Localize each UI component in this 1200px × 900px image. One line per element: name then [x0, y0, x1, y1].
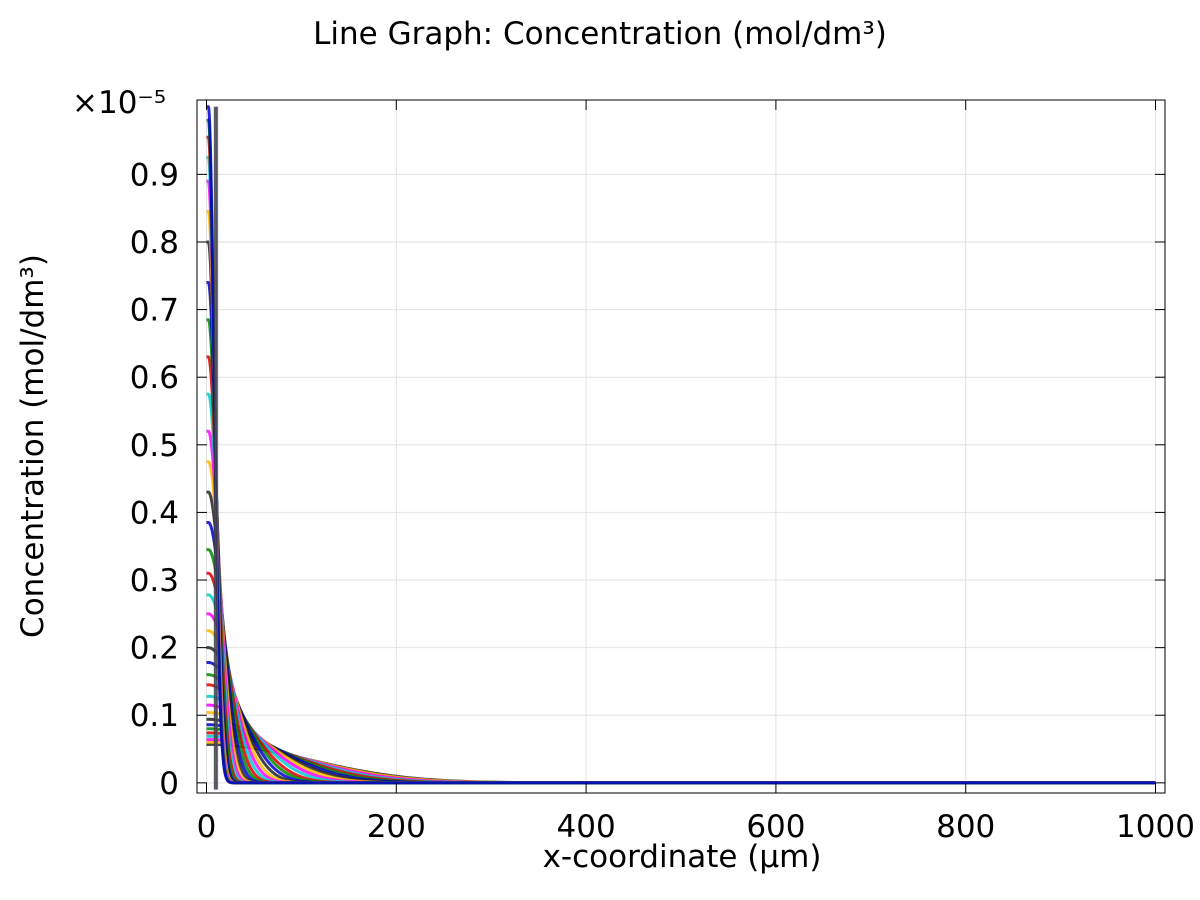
x-tick-label: 400: [557, 809, 616, 845]
x-tick-label: 1000: [1116, 809, 1195, 845]
y-tick-label: 0.8: [130, 225, 179, 261]
tick-marks: [197, 100, 1165, 793]
x-tick-label: 200: [367, 809, 426, 845]
y-tick-labels: 0 0.1 0.2 0.3 0.4 0.5 0.6 0.7 0.8 0.9: [130, 157, 179, 801]
plot-area: [197, 100, 1165, 793]
chart-title: Line Graph: Concentration (mol/dm³): [313, 16, 887, 52]
plot-frame: [196, 99, 1166, 794]
y-tick-label: 0: [159, 766, 179, 802]
y-multiplier: ×10⁻⁵: [72, 85, 166, 121]
x-tick-label: 800: [936, 809, 995, 845]
series-line: [205, 105, 1156, 785]
x-tick-label: 600: [746, 809, 805, 845]
grid: [197, 100, 1165, 793]
y-tick-label: 0.7: [130, 293, 179, 329]
x-tick-labels: 0 200 400 600 800 1000: [197, 809, 1195, 845]
y-tick-label: 0.9: [130, 157, 179, 193]
y-tick-label: 0.3: [130, 563, 179, 599]
y-tick-label: 0.6: [130, 360, 179, 396]
y-tick-label: 0.1: [130, 698, 179, 734]
y-axis-label: Concentration (mol/dm³): [15, 254, 51, 638]
y-tick-label: 0.2: [130, 631, 179, 667]
x-tick-label: 0: [197, 809, 217, 845]
y-tick-label: 0.5: [130, 428, 179, 464]
series-lines: [205, 105, 1156, 790]
y-tick-label: 0.4: [130, 495, 179, 531]
x-axis-label: x-coordinate (µm): [543, 839, 822, 875]
